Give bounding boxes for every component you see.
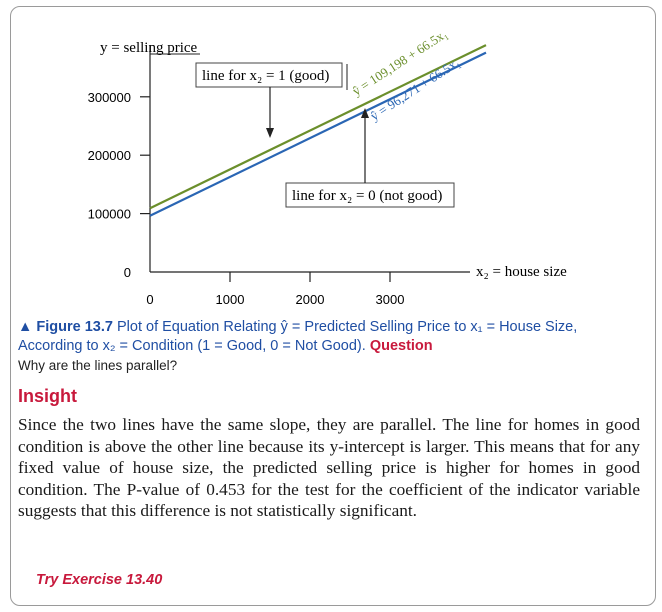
notgood-arrow-head [361,108,369,118]
y-axis-label: y = selling price [100,40,198,56]
y-tick-label: 200000 [88,148,131,163]
x-tick-label: 2000 [296,292,325,307]
good-line-label: line for x₂ = 1 (good) [202,68,329,84]
good-arrow-head [266,128,274,138]
question-text: Why are the lines parallel? [18,358,178,373]
notgood-line-label: line for x₂ = 0 (not good) [292,188,442,204]
x-tick-label: 1000 [216,292,245,307]
insight-body: Since the two lines have the same slope,… [18,415,640,520]
insight-title: Insight [18,386,77,406]
notgood-label-box [285,182,455,208]
series-lines [149,44,487,217]
figure-frame [10,6,656,606]
good-label-box [195,62,343,88]
try-exercise-link[interactable]: Try Exercise 13.40 [36,572,163,588]
x-ticks: 0 1000 2000 3000 [146,272,404,307]
figure-caption: ▲ Figure 13.7 Plot of Equation Relating … [18,318,638,376]
figure-description: Plot of Equation Relating ŷ = Predicted … [18,319,578,354]
x-axis-label: x₂ = house size [476,264,567,280]
chart: y = selling price x₂ = house size 010000… [88,26,567,307]
question-label: Question [369,338,433,354]
y-tick-label: 100000 [88,207,131,222]
y-tick-label: 0 [124,265,131,280]
good-condition-line [149,44,487,210]
triangle-icon: ▲ [18,319,33,335]
x-tick-label: 0 [146,292,153,307]
y-tick-label: 300000 [88,90,131,105]
not-good-condition-line [149,51,487,217]
figure-label: Figure 13.7 [36,319,113,335]
y-ticks: 0 100000 200000 300000 [88,90,150,280]
x-tick-label: 3000 [376,292,405,307]
